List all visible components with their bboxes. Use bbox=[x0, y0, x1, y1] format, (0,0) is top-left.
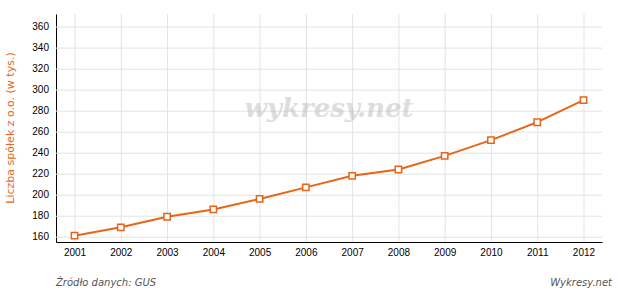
x-tick: 2008 bbox=[388, 14, 411, 258]
y-grid-line bbox=[56, 216, 602, 217]
y-tick-label: 320 bbox=[32, 63, 49, 74]
x-tick: 2002 bbox=[110, 14, 133, 258]
x-tick: 2003 bbox=[156, 14, 179, 258]
marker bbox=[580, 97, 586, 103]
x-tick-label: 2004 bbox=[203, 247, 226, 258]
watermark: wykresy.net bbox=[244, 93, 413, 123]
y-tick-label: 280 bbox=[32, 105, 49, 116]
chart-svg: 2001 2002 2003 2004 2005 2006 2007 2008 2009 2010… bbox=[0, 0, 620, 292]
x-tick: 2004 bbox=[203, 14, 226, 258]
y-tick: 260 bbox=[32, 126, 602, 137]
x-tick-label: 2002 bbox=[110, 247, 133, 258]
y-tick: 160 bbox=[32, 231, 602, 242]
y-axis-line bbox=[56, 15, 57, 243]
y-tick: 240 bbox=[32, 147, 602, 158]
x-tick: 2006 bbox=[295, 14, 318, 258]
marker bbox=[71, 233, 77, 239]
x-tick: 2007 bbox=[342, 14, 365, 258]
x-tick-label: 2003 bbox=[156, 247, 179, 258]
y-tick: 200 bbox=[32, 189, 602, 200]
y-axis-title: Liczba spółek z o.o. (w tys.) bbox=[4, 52, 17, 203]
x-tick: 2001 bbox=[64, 14, 87, 258]
y-tick-label: 340 bbox=[32, 42, 49, 53]
marker bbox=[118, 224, 124, 230]
y-tick-label: 240 bbox=[32, 147, 49, 158]
x-tick-label: 2008 bbox=[388, 247, 411, 258]
y-tick: 220 bbox=[32, 168, 602, 179]
chart-container: 2001 2002 2003 2004 2005 2006 2007 2008 2009 2010… bbox=[0, 0, 620, 292]
y-grid-line bbox=[56, 27, 602, 28]
x-tick-label: 2007 bbox=[342, 247, 365, 258]
x-tick-label: 2006 bbox=[295, 247, 318, 258]
x-tick: 2005 bbox=[249, 14, 272, 258]
credit-note: Wykresy.net bbox=[550, 277, 613, 288]
x-axis: 2001 2002 2003 2004 2005 2006 2007 2008 2009 2010… bbox=[57, 14, 603, 258]
x-tick-label: 2011 bbox=[527, 247, 549, 258]
marker bbox=[210, 206, 216, 212]
y-tick-label: 260 bbox=[32, 126, 49, 137]
y-grid-line bbox=[56, 48, 602, 49]
x-tick-label: 2005 bbox=[249, 247, 272, 258]
x-tick: 2011 bbox=[527, 14, 549, 258]
marker bbox=[534, 119, 540, 125]
marker bbox=[164, 214, 170, 220]
marker bbox=[303, 184, 309, 190]
y-grid-line bbox=[56, 195, 602, 196]
y-tick: 340 bbox=[32, 42, 602, 53]
y-grid-line bbox=[56, 90, 602, 91]
y-grid-line bbox=[56, 174, 602, 175]
y-tick: 180 bbox=[32, 210, 602, 221]
y-grid-line bbox=[56, 153, 602, 154]
x-tick-label: 2001 bbox=[64, 247, 87, 258]
x-tick-label: 2010 bbox=[480, 247, 503, 258]
y-grid-line bbox=[56, 237, 602, 238]
x-tick-label: 2009 bbox=[434, 247, 457, 258]
source-note: Źródło danych: GUS bbox=[55, 276, 157, 288]
x-axis-line bbox=[57, 242, 603, 243]
y-tick-label: 220 bbox=[32, 168, 49, 179]
x-tick: 2012 bbox=[573, 14, 596, 258]
marker bbox=[395, 166, 401, 172]
y-tick-label: 360 bbox=[32, 21, 49, 32]
plot-area: 2001 2002 2003 2004 2005 2006 2007 2008 2009 2010… bbox=[4, 14, 603, 258]
marker bbox=[442, 153, 448, 159]
y-tick-label: 180 bbox=[32, 210, 49, 221]
y-grid-line bbox=[56, 132, 602, 133]
x-tick-label: 2012 bbox=[573, 247, 596, 258]
marker bbox=[256, 196, 262, 202]
y-tick: 360 bbox=[32, 21, 602, 32]
y-grid-line bbox=[56, 69, 602, 70]
y-tick: 320 bbox=[32, 63, 602, 74]
y-tick-label: 300 bbox=[32, 84, 49, 95]
marker bbox=[349, 173, 355, 179]
y-tick-label: 160 bbox=[32, 231, 49, 242]
marker bbox=[488, 137, 494, 143]
y-tick-label: 200 bbox=[32, 189, 49, 200]
y-axis: 160 180 200 220 240 260 280 300 320 340 360 bbox=[32, 15, 602, 243]
x-tick: 2009 bbox=[434, 14, 457, 258]
